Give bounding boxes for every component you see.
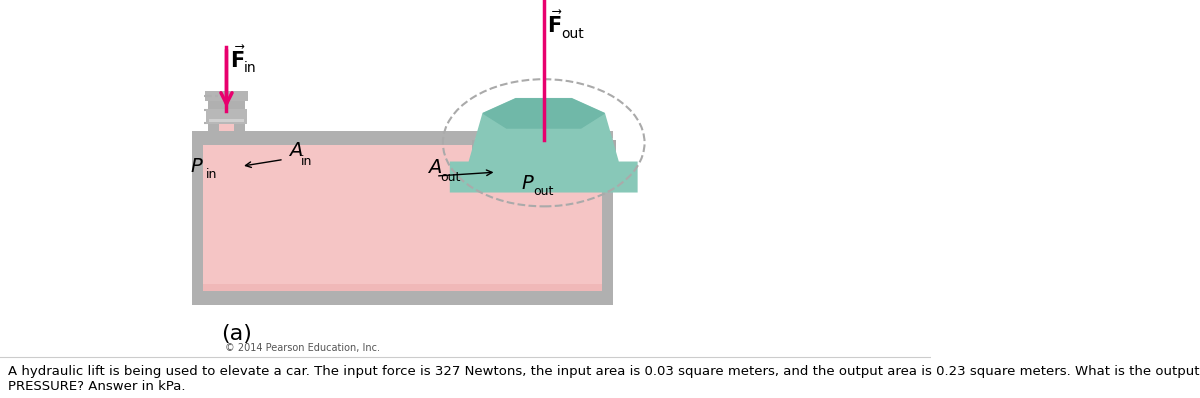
Bar — [208, 93, 245, 145]
Text: $P$: $P$ — [521, 174, 535, 193]
Bar — [203, 284, 602, 291]
Text: in: in — [244, 60, 256, 75]
Text: (a): (a) — [221, 324, 252, 345]
Bar — [505, 131, 582, 156]
Bar — [203, 145, 602, 291]
Bar — [494, 142, 593, 145]
Text: out: out — [439, 172, 460, 185]
Text: $A$: $A$ — [426, 158, 442, 177]
Bar — [205, 91, 248, 101]
Bar — [475, 138, 613, 182]
Text: $P$: $P$ — [191, 157, 204, 176]
Polygon shape — [451, 99, 637, 192]
Text: $\vec{\mathbf{F}}$: $\vec{\mathbf{F}}$ — [547, 10, 563, 37]
Bar — [492, 140, 595, 156]
Bar — [472, 140, 616, 180]
Text: A hydraulic lift is being used to elevate a car. The input force is 327 Newtons,: A hydraulic lift is being used to elevat… — [7, 365, 1199, 393]
Bar — [460, 182, 628, 192]
Text: out: out — [534, 185, 554, 198]
Text: in: in — [205, 168, 217, 181]
Bar — [192, 131, 613, 305]
Text: $\vec{\mathbf{F}}$: $\vec{\mathbf{F}}$ — [229, 45, 246, 72]
Bar — [210, 119, 244, 122]
Text: in: in — [301, 155, 312, 168]
Bar — [493, 140, 594, 154]
Bar — [203, 131, 602, 145]
Bar — [218, 113, 234, 131]
Bar — [457, 184, 630, 190]
Polygon shape — [484, 99, 605, 128]
Text: out: out — [560, 27, 583, 41]
Bar — [205, 109, 247, 124]
Text: © 2014 Pearson Education, Inc.: © 2014 Pearson Education, Inc. — [224, 343, 380, 353]
Text: $A$: $A$ — [288, 141, 302, 160]
